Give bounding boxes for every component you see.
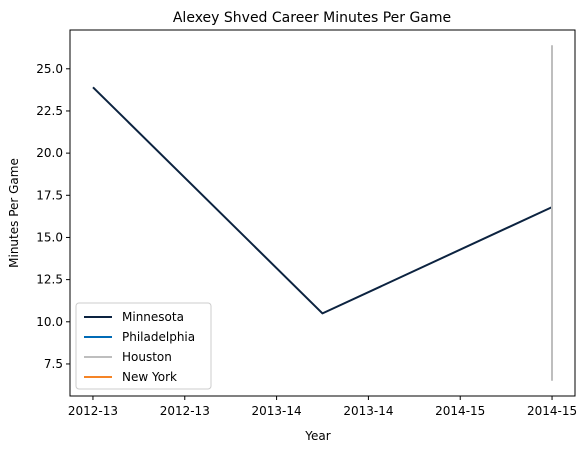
y-axis: 7.5 10.0 12.5 15.0 17.5 20.0 22.5 25.0 (36, 62, 70, 371)
plot-frame (69, 29, 576, 397)
y-tick-label-0: 7.5 (44, 357, 63, 371)
legend: Minnesota Philadelphia Houston New York (75, 302, 212, 390)
x-tick-label-3: 2013-14 (343, 404, 393, 418)
x-axis: 2012-13 2012-13 2013-14 2013-14 2014-15 2014-… (68, 396, 577, 418)
y-tick-label-2: 12.5 (36, 273, 63, 287)
x-axis-label: Year (304, 429, 330, 443)
legend-label-1: Philadelphia (122, 330, 195, 344)
series-lines (92, 45, 553, 381)
y-tick-label-1: 10.0 (36, 315, 63, 329)
series-line-0 (92, 86, 553, 315)
legend-label-0: Minnesota (122, 310, 184, 324)
x-tick-label-0: 2012-13 (68, 404, 118, 418)
legend-label-3: New York (122, 370, 177, 384)
y-tick-label-3: 15.0 (36, 230, 63, 244)
x-tick-label-2: 2013-14 (252, 404, 302, 418)
legend-box (75, 302, 212, 390)
y-tick-label-5: 20.0 (36, 146, 63, 160)
x-tick-label-4: 2014-15 (435, 404, 485, 418)
y-tick-label-4: 17.5 (36, 188, 63, 202)
x-tick-label-1: 2012-13 (160, 404, 210, 418)
y-tick-label-6: 22.5 (36, 104, 63, 118)
legend-label-2: Houston (122, 350, 172, 364)
x-tick-label-5: 2014-15 (527, 404, 577, 418)
y-tick-label-7: 25.0 (36, 62, 63, 76)
chart-title: Alexey Shved Career Minutes Per Game (173, 10, 451, 26)
y-axis-label: Minutes Per Game (7, 158, 21, 268)
